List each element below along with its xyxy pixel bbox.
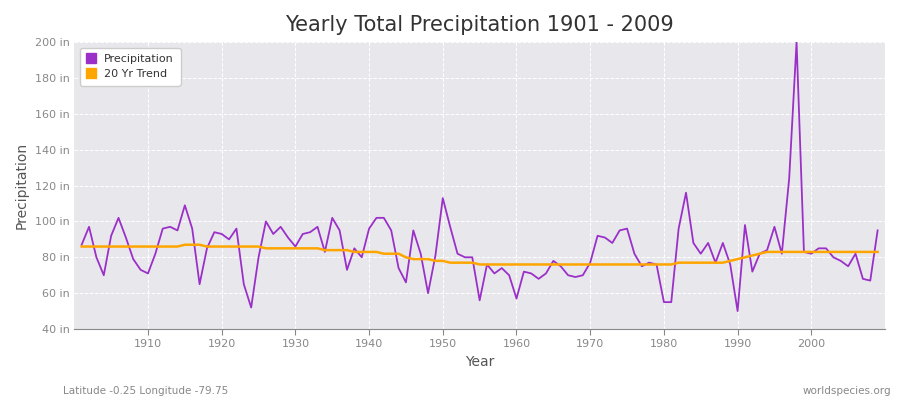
Text: Latitude -0.25 Longitude -79.75: Latitude -0.25 Longitude -79.75 xyxy=(63,386,229,396)
Legend: Precipitation, 20 Yr Trend: Precipitation, 20 Yr Trend xyxy=(80,48,181,86)
Line: Precipitation: Precipitation xyxy=(82,42,878,311)
Precipitation xyxy=(511,296,522,301)
Y-axis label: Precipitation: Precipitation xyxy=(15,142,29,229)
20 Yr Trend xyxy=(305,246,316,251)
X-axis label: Year: Year xyxy=(465,355,494,369)
Text: worldspecies.org: worldspecies.org xyxy=(803,386,891,396)
Precipitation xyxy=(791,40,802,44)
Precipitation xyxy=(504,273,515,278)
Precipitation xyxy=(135,268,146,272)
20 Yr Trend xyxy=(135,244,146,249)
20 Yr Trend xyxy=(76,244,87,249)
Precipitation xyxy=(297,232,308,236)
Title: Yearly Total Precipitation 1901 - 2009: Yearly Total Precipitation 1901 - 2009 xyxy=(285,15,674,35)
20 Yr Trend xyxy=(872,250,883,254)
Precipitation xyxy=(733,309,743,314)
Precipitation xyxy=(872,228,883,233)
20 Yr Trend xyxy=(349,250,360,254)
20 Yr Trend xyxy=(615,262,626,267)
20 Yr Trend xyxy=(526,262,536,267)
Precipitation xyxy=(599,235,610,240)
Line: 20 Yr Trend: 20 Yr Trend xyxy=(82,245,878,264)
20 Yr Trend xyxy=(179,242,190,247)
20 Yr Trend xyxy=(518,262,529,267)
Precipitation xyxy=(76,242,87,247)
Precipitation xyxy=(342,268,353,272)
20 Yr Trend xyxy=(474,262,485,267)
